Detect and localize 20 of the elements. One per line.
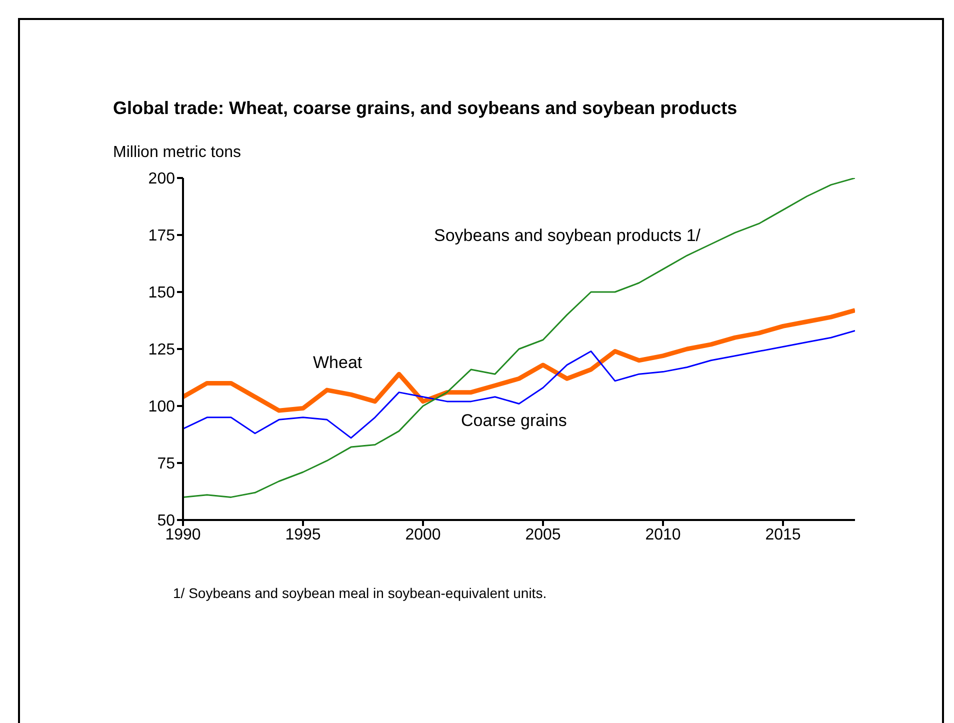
series-label: Wheat [313,353,362,373]
series-label: Coarse grains [461,411,567,431]
text: 1/ Soybeans and soybean meal in soybean-equivalent units. [173,585,547,601]
y-axis-title: Million metric tons [113,144,242,162]
y-tick-label: 100 [148,398,176,416]
y-tick-label: 200 [148,170,176,188]
y-tick-label: 75 [157,456,176,473]
y-tick-label: 175 [148,228,176,245]
x-tick-label: 2000 [405,526,441,544]
x-tick-label: 2015 [765,526,801,544]
x-tick-label: 2010 [645,526,681,544]
line-series [183,330,855,439]
series-label: Soybeans and soybean products 1/ [434,226,701,246]
line-series [183,178,855,498]
y-tick-label: 150 [148,284,176,302]
y-tick-label: 125 [148,342,176,359]
x-tick-label: 2005 [525,526,561,544]
x-tick-label: 1995 [285,526,321,544]
line-series [183,308,855,413]
chart-title: Global trade: Wheat, coarse grains, and soybeans and soybean products [113,98,738,119]
